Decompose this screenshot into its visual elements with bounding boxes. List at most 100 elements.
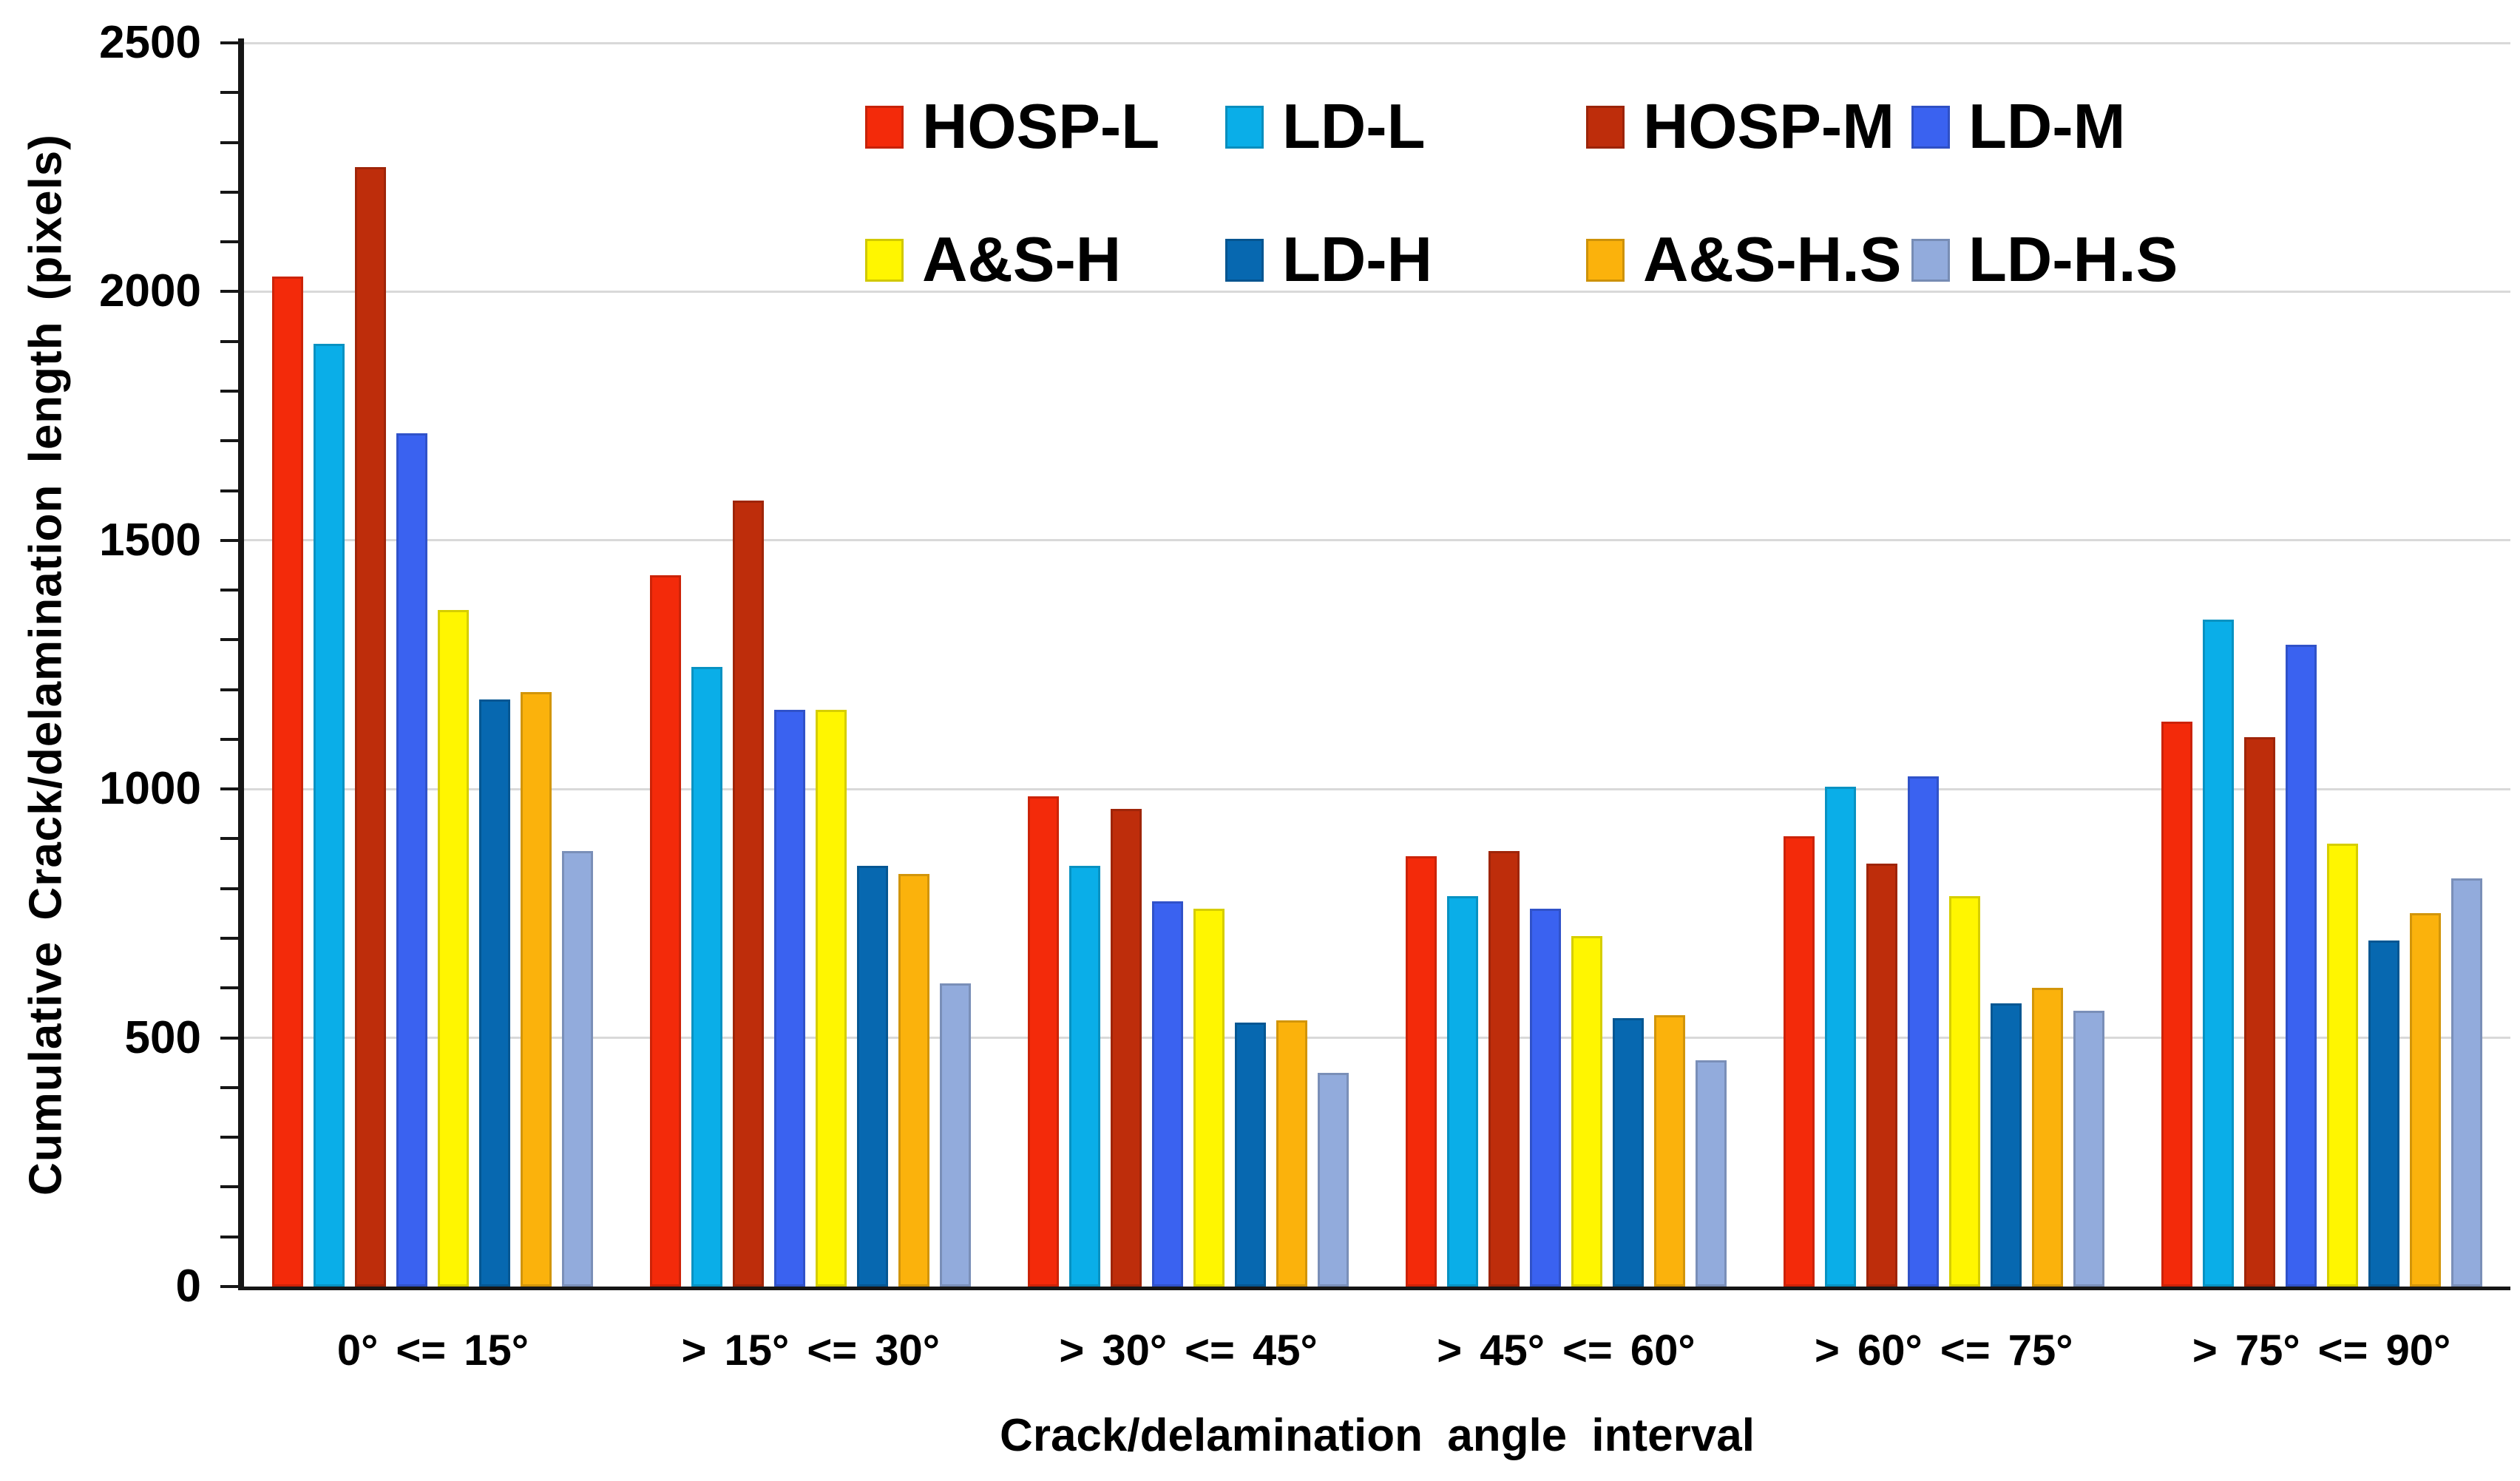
bar [1152,901,1184,1287]
x-category-label: > 75° <= 90° [2192,1326,2451,1375]
y-axis-line [238,38,244,1290]
x-category-label: > 60° <= 75° [1815,1326,2073,1375]
x-category-label: > 45° <= 60° [1437,1326,1696,1375]
legend-swatch [1225,239,1264,282]
y-tick [220,339,238,343]
legend-label: LD-H.S [1968,225,2178,295]
legend-item: HOSP-L [865,92,1225,162]
bar [1824,786,1856,1287]
bar [1653,1015,1685,1287]
gridline [244,787,2510,790]
legend-label: A&S-H.S [1643,225,1902,295]
bar [1948,895,1980,1287]
bars-layer [244,43,2510,1287]
y-tick [220,937,238,941]
legend-label: LD-L [1282,92,1426,162]
bar [521,692,552,1287]
y-tick [220,91,238,95]
legend-item: LD-M [1911,92,2178,162]
bar [2073,1010,2104,1287]
legend-label: LD-M [1968,92,2126,162]
bar [2161,722,2192,1287]
gridline [244,539,2510,542]
y-axis-title: Cumulative Crack/delamination length (pi… [20,134,72,1196]
bar [1488,851,1520,1287]
bar [898,873,930,1287]
bar [774,709,806,1287]
bar-group [1755,43,2133,1287]
bar [479,699,511,1287]
bar [1193,908,1225,1287]
legend-swatch [865,239,904,282]
bar [2409,913,2441,1287]
y-tick [220,787,238,791]
bar [733,500,765,1287]
gridline [244,41,2510,44]
y-tick [220,1036,238,1040]
bar [1446,895,1478,1287]
y-tick [220,1085,238,1089]
y-tick [220,439,238,443]
bar [1990,1003,2022,1287]
y-tick-label: 2000 [99,265,201,317]
y-tick [220,190,238,194]
bar [1318,1072,1349,1287]
legend-label: HOSP-L [922,92,1160,162]
bar-group [244,43,622,1287]
y-tick [220,290,238,294]
y-tick-label: 500 [124,1011,201,1063]
y-tick [220,538,238,542]
bar [396,433,428,1287]
bar [857,866,889,1287]
bar [1529,908,1561,1287]
legend-item: A&S-H.S [1586,225,1911,295]
y-tick [220,389,238,393]
legend-swatch [865,106,904,149]
bar [2450,878,2482,1287]
bar [272,277,304,1287]
y-tick [220,140,238,144]
bar [2326,844,2358,1287]
y-tick [220,589,238,592]
y-tick-label: 2500 [99,17,201,68]
x-axis-line [238,1287,2510,1290]
bar [691,667,723,1287]
y-tick [220,737,238,741]
legend-label: LD-H [1282,225,1432,295]
x-category-label: > 30° <= 45° [1059,1326,1318,1375]
x-axis-title: Crack/delamination angle interval [1000,1410,1755,1461]
bar [2285,645,2317,1287]
x-category-labels: 0° <= 15° > 15° <= 30° > 30° <= 45° > 45° <… [244,1325,2510,1377]
y-tick [220,986,238,990]
y-tick [220,688,238,691]
bar [2031,988,2063,1287]
bar [1907,776,1939,1287]
bar [2243,736,2275,1287]
y-tick [220,837,238,841]
bar [1405,856,1437,1287]
legend-label: HOSP-M [1643,92,1894,162]
bar [1695,1060,1727,1287]
legend-item: A&S-H [865,228,1225,291]
bar [1235,1023,1267,1287]
bar-group [1000,43,1378,1287]
legend-swatch [1586,239,1625,282]
bar [1028,796,1060,1287]
y-tick-label: 1500 [99,514,201,566]
gridline [244,1037,2510,1040]
x-category-label: 0° <= 15° [336,1326,529,1375]
legend-item: LD-H.S [1911,225,2178,295]
y-tick [220,1285,238,1288]
bar-group [622,43,1000,1287]
bar-group [2133,43,2510,1287]
bar [816,709,847,1287]
bar [2368,941,2399,1287]
bar [438,610,470,1287]
y-tick [220,489,238,492]
y-tick [220,1136,238,1139]
bar [355,167,387,1287]
bar [1276,1020,1308,1287]
bar [1783,836,1815,1287]
bar [940,983,972,1287]
